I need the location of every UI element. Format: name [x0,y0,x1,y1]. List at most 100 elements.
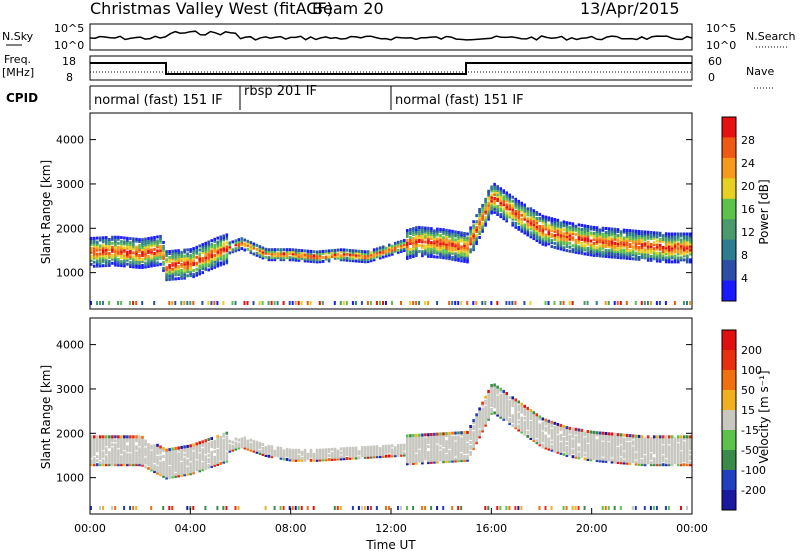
heatmap-cell [171,263,174,267]
heatmap-cell [686,246,689,250]
heatmap-cell [201,440,204,444]
heatmap-cell [186,268,189,272]
heatmap-cell [643,447,647,451]
heatmap-cell [375,455,379,459]
heatmap-cell [643,248,647,252]
heatmap-cell [637,239,641,243]
heatmap-cell [126,240,129,244]
heatmap-cell [324,450,328,454]
heatmap-cell [180,256,183,260]
heatmap-cell [412,446,415,449]
heatmap-cell [93,443,96,447]
heatmap-cell [409,456,412,460]
heatmap-cell [102,453,105,457]
heatmap-cell [279,256,283,260]
heatmap-cell [625,455,629,459]
heatmap-cell [93,435,96,439]
heatmap-cell [649,243,653,246]
heatmap-cell [664,242,668,246]
heatmap-cell [451,233,454,237]
heatmap-cell [147,459,150,462]
heatmap-cell [499,395,502,399]
heatmap-cell [454,244,457,248]
heatmap-cell [439,239,442,243]
heatmap-cell [655,435,659,439]
heatmap-cell [610,227,614,231]
heatmap-cell [111,241,114,245]
heatmap-cell [246,243,250,247]
heatmap-cell [126,238,129,242]
heatmap-cell [469,427,472,430]
heatmap-cell [631,446,635,450]
heatmap-cell [204,245,207,249]
heatmap-cell [111,439,114,443]
heatmap-cell [174,273,177,277]
heatmap-cell [448,239,451,243]
heatmap-cell [673,250,677,254]
heatmap-cell [207,446,210,450]
heatmap-cell [541,230,545,234]
heatmap-cell [90,254,93,258]
heatmap-cell [424,441,427,445]
heatmap-cell [640,254,644,258]
heatmap-cell [421,238,424,242]
heatmap-cell [502,415,505,419]
heatmap-cell [526,209,529,213]
heatmap-cell [493,198,496,202]
heatmap-cell [649,301,652,305]
heatmap-cell [529,431,533,434]
heatmap-cell [646,244,650,248]
heatmap-cell [114,247,117,251]
heatmap-cell [640,437,644,441]
heatmap-cell [649,447,653,451]
heatmap-cell [616,439,620,443]
heatmap-cell [538,443,542,447]
heatmap-cell [291,250,295,254]
heatmap-cell [472,234,475,238]
heatmap-cell [363,446,367,449]
heatmap-cell [222,506,225,510]
heatmap-cell [523,426,526,430]
heatmap-cell [207,301,210,305]
heatmap-cell [144,263,147,267]
heatmap-cell [667,451,671,455]
heatmap-cell [433,460,436,464]
heatmap-cell [369,455,373,459]
heatmap-cell [622,242,626,246]
heatmap-cell [105,455,108,459]
heatmap-cell [580,436,584,440]
heatmap-cell [436,440,439,444]
heatmap-cell [634,241,638,245]
heatmap-cell [144,443,147,447]
heatmap-cell [318,260,322,264]
heatmap-cell [219,249,222,253]
heatmap-cell [225,253,229,257]
heatmap-cell [592,245,596,249]
heatmap-cell [192,249,195,253]
heatmap-cell [210,259,213,263]
heatmap-cell [162,268,165,272]
heatmap-cell [649,441,653,445]
heatmap-cell [457,449,460,453]
heatmap-cell [475,238,478,242]
heatmap-cell [655,449,659,453]
heatmap-cell [222,434,225,438]
heatmap-cell [643,506,646,510]
heatmap-cell [171,471,174,475]
heatmap-cell [150,258,153,262]
heatmap-cell [219,445,222,449]
heatmap-cell [613,255,617,259]
heatmap-cell [496,403,499,407]
heatmap-cell [616,256,620,259]
heatmap-cell [670,236,674,240]
heatmap-cell [640,301,643,305]
heatmap-cell [351,454,355,458]
heatmap-cell [111,457,114,461]
heatmap-cell [481,407,484,411]
heatmap-cell [586,240,590,244]
heatmap-cell [246,445,250,449]
heatmap-cell [469,240,472,244]
heatmap-cell [366,252,370,256]
heatmap-cell [385,252,388,256]
heatmap-cell [601,441,605,445]
